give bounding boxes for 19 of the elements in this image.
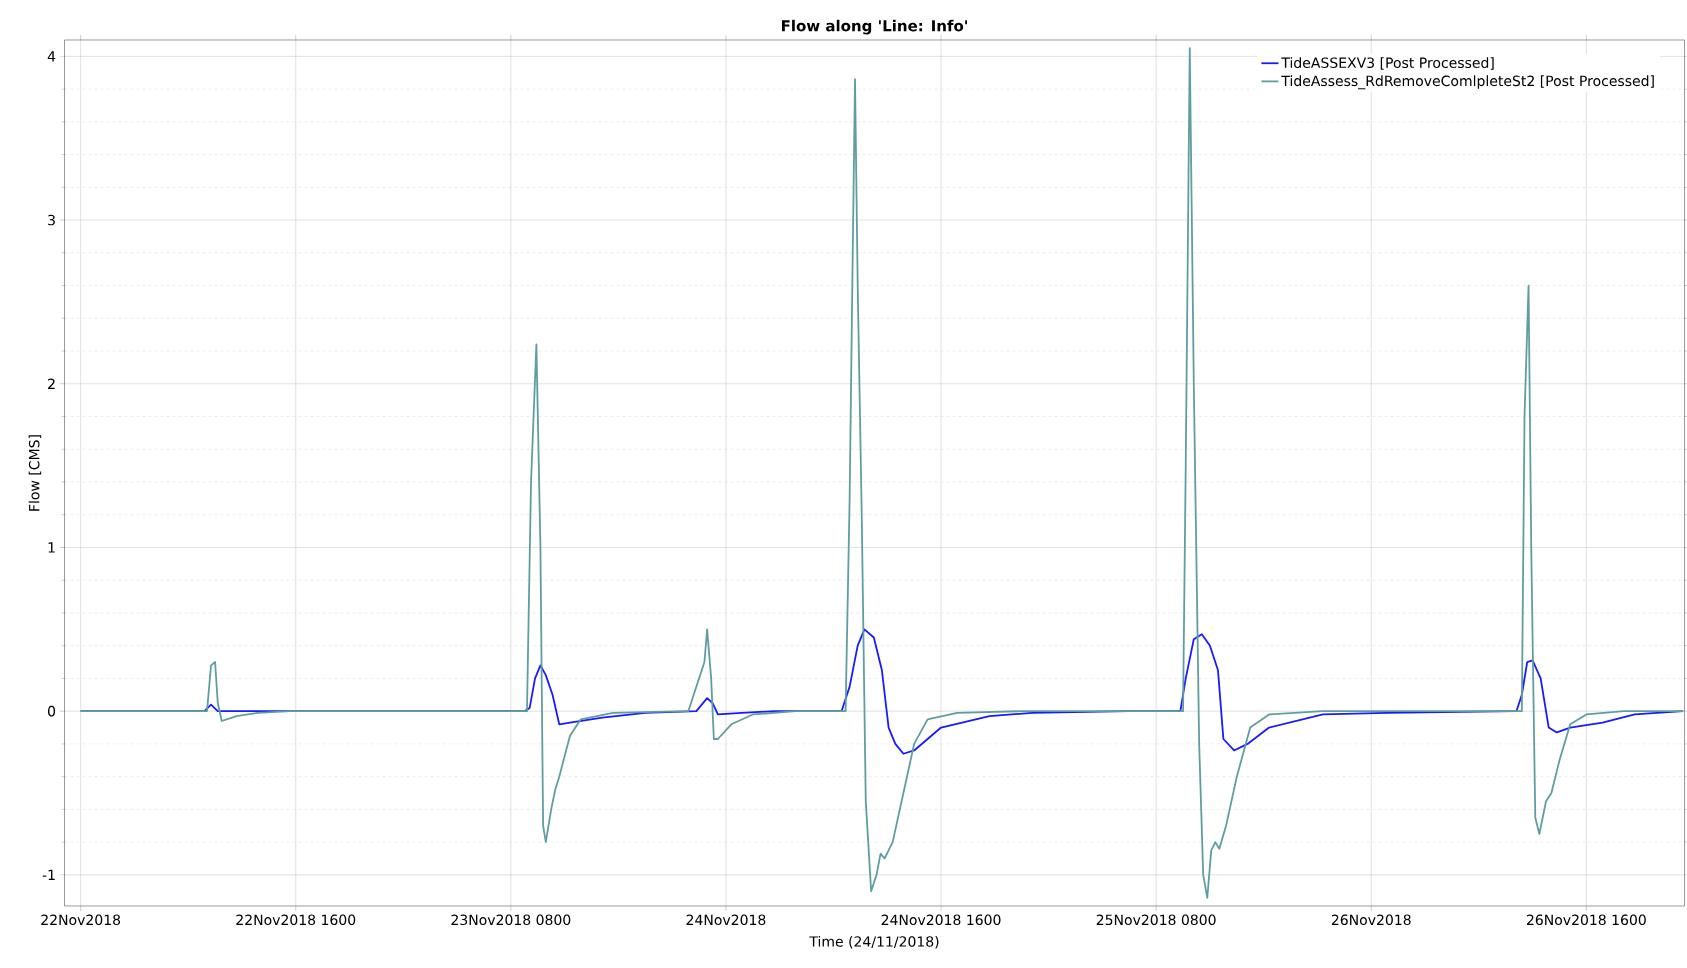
y-tick-label: -1: [42, 869, 55, 880]
y-tick-label: 2: [48, 378, 55, 389]
x-tick-label: 24Nov2018 1600: [881, 914, 1001, 926]
x-tick-label: 26Nov2018: [1331, 914, 1411, 926]
y-axis-title: Flow [CMS]: [28, 435, 42, 511]
chart-title: Flow along 'Line: Info': [782, 19, 967, 35]
legend-label: TideASSEXV3 [Post Processed]: [1281, 57, 1494, 70]
legend-label: TideAssess_RdRemoveComlpleteSt2 [Post Processed]: [1281, 75, 1654, 90]
y-tick-label: 3: [48, 214, 55, 226]
y-tick-label: 4: [47, 51, 56, 62]
y-tick-label: 1: [48, 542, 55, 553]
y-tick-label: 0: [47, 705, 56, 717]
x-tick-label: 23Nov2018 0800: [451, 914, 571, 926]
x-tick-label: 22Nov2018: [41, 914, 121, 926]
x-tick-label: 25Nov2018 0800: [1096, 914, 1216, 926]
x-tick-label: 26Nov2018 1600: [1526, 914, 1646, 926]
x-tick-label: 22Nov2018 1600: [236, 914, 356, 926]
x-axis-title: Time (24/11/2018): [809, 935, 939, 949]
x-tick-label: 24Nov2018: [686, 914, 766, 926]
